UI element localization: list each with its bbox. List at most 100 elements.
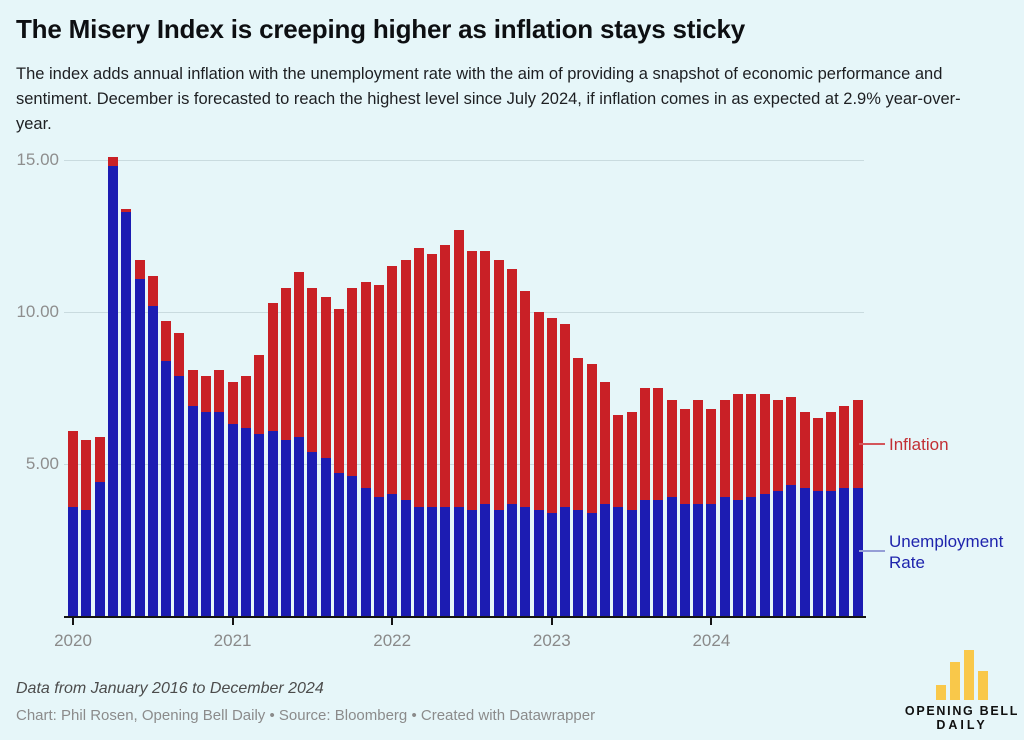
bar-2020-02[interactable] bbox=[81, 439, 92, 616]
bar-2022-11[interactable] bbox=[520, 290, 531, 616]
bar-2023-01[interactable] bbox=[546, 318, 557, 616]
unemployment-segment bbox=[134, 278, 145, 616]
inflation-segment bbox=[347, 287, 358, 477]
bar-2024-11[interactable] bbox=[839, 406, 850, 616]
unemployment-segment bbox=[121, 211, 132, 616]
inflation-segment bbox=[706, 409, 717, 504]
legend-unemployment-line bbox=[859, 550, 885, 552]
bar-2024-09[interactable] bbox=[812, 418, 823, 616]
unemployment-segment bbox=[733, 500, 743, 616]
bar-2021-04[interactable] bbox=[267, 302, 278, 616]
bar-2023-05[interactable] bbox=[600, 381, 610, 616]
inflation-segment bbox=[267, 302, 278, 431]
inflation-segment bbox=[653, 388, 664, 501]
bar-2021-09[interactable] bbox=[334, 308, 344, 616]
x-axis-tick-2023 bbox=[550, 618, 553, 625]
bar-2024-10[interactable] bbox=[826, 412, 837, 616]
unemployment-segment bbox=[227, 424, 238, 616]
bar-2023-09[interactable] bbox=[653, 388, 664, 616]
unemployment-segment bbox=[240, 427, 251, 616]
bar-2022-12[interactable] bbox=[533, 312, 544, 616]
bar-2024-05[interactable] bbox=[759, 394, 770, 616]
x-axis-line bbox=[64, 616, 866, 618]
inflation-segment bbox=[240, 375, 251, 428]
bar-2021-06[interactable] bbox=[294, 272, 305, 616]
unemployment-segment bbox=[307, 451, 318, 616]
bar-2024-02[interactable] bbox=[719, 400, 730, 616]
inflation-segment bbox=[786, 397, 797, 486]
unemployment-segment bbox=[254, 433, 265, 616]
unemployment-segment bbox=[600, 503, 610, 616]
unemployment-segment bbox=[107, 166, 118, 616]
unemployment-segment bbox=[480, 503, 491, 616]
bar-2024-04[interactable] bbox=[746, 394, 757, 616]
bar-2020-01[interactable] bbox=[68, 430, 78, 616]
bar-2022-05[interactable] bbox=[440, 245, 451, 616]
unemployment-segment bbox=[679, 503, 690, 616]
bar-2021-12[interactable] bbox=[373, 284, 384, 616]
inflation-segment bbox=[573, 357, 584, 510]
bar-2021-10[interactable] bbox=[347, 287, 358, 616]
unemployment-segment bbox=[427, 506, 438, 616]
bar-2021-07[interactable] bbox=[307, 287, 318, 616]
bar-2022-08[interactable] bbox=[480, 251, 491, 616]
bar-2020-06[interactable] bbox=[134, 260, 145, 616]
bar-2023-07[interactable] bbox=[626, 412, 637, 616]
bar-2023-12[interactable] bbox=[693, 400, 704, 616]
bar-2024-08[interactable] bbox=[799, 412, 810, 616]
x-axis-tick-2021 bbox=[231, 618, 234, 625]
chart-subtitle: The index adds annual inflation with the… bbox=[16, 65, 961, 133]
inflation-segment bbox=[280, 287, 291, 440]
inflation-segment bbox=[320, 296, 331, 458]
bar-2024-07[interactable] bbox=[786, 397, 797, 616]
bar-2022-03[interactable] bbox=[413, 248, 424, 616]
unemployment-segment bbox=[387, 494, 398, 616]
bar-2023-03[interactable] bbox=[573, 357, 584, 616]
bar-2021-05[interactable] bbox=[280, 287, 291, 616]
bar-2022-06[interactable] bbox=[453, 229, 464, 616]
x-axis-tick-2020 bbox=[72, 618, 74, 625]
legend-label-inflation: Inflation bbox=[889, 435, 949, 454]
legend-inflation-line bbox=[859, 443, 885, 445]
bar-2020-07[interactable] bbox=[147, 275, 158, 616]
bar-2023-04[interactable] bbox=[586, 363, 597, 616]
inflation-segment bbox=[533, 312, 544, 510]
bar-2023-02[interactable] bbox=[560, 324, 571, 616]
bar-2020-09[interactable] bbox=[174, 333, 185, 616]
bar-2021-08[interactable] bbox=[320, 296, 331, 616]
bar-2022-01[interactable] bbox=[387, 266, 398, 616]
bar-2024-06[interactable] bbox=[772, 400, 783, 616]
bar-2024-12[interactable] bbox=[852, 400, 863, 616]
bar-2023-08[interactable] bbox=[639, 388, 650, 616]
bar-2024-01[interactable] bbox=[706, 409, 717, 616]
unemployment-segment bbox=[267, 430, 278, 616]
bar-2020-11[interactable] bbox=[201, 375, 211, 616]
bar-2024-03[interactable] bbox=[733, 394, 743, 616]
bar-2021-03[interactable] bbox=[254, 354, 265, 616]
bar-2022-10[interactable] bbox=[506, 269, 517, 616]
inflation-segment bbox=[546, 318, 557, 513]
inflation-segment bbox=[626, 412, 637, 510]
bar-2022-04[interactable] bbox=[427, 254, 438, 616]
bar-2021-01[interactable] bbox=[227, 381, 238, 616]
bar-2021-11[interactable] bbox=[360, 281, 371, 616]
unemployment-segment bbox=[772, 491, 783, 616]
bar-2022-02[interactable] bbox=[400, 260, 411, 616]
bar-2023-10[interactable] bbox=[666, 400, 677, 616]
bar-2020-03[interactable] bbox=[94, 436, 105, 616]
bar-2023-06[interactable] bbox=[613, 415, 624, 616]
inflation-segment bbox=[373, 284, 384, 498]
y-axis-label-5.00: 5.00 bbox=[25, 454, 59, 473]
bar-2020-05[interactable] bbox=[121, 208, 132, 616]
bar-2020-12[interactable] bbox=[214, 369, 225, 616]
bar-2023-11[interactable] bbox=[679, 409, 690, 616]
unemployment-segment bbox=[493, 509, 504, 616]
bar-2022-09[interactable] bbox=[493, 260, 504, 616]
bar-2022-07[interactable] bbox=[467, 251, 477, 616]
bar-2020-04[interactable] bbox=[107, 156, 118, 616]
page-title: The Misery Index is creeping higher as i… bbox=[16, 14, 746, 44]
bar-2020-10[interactable] bbox=[187, 369, 198, 616]
inflation-segment bbox=[746, 394, 757, 498]
bar-2020-08[interactable] bbox=[161, 321, 172, 616]
bar-2021-02[interactable] bbox=[240, 375, 251, 616]
